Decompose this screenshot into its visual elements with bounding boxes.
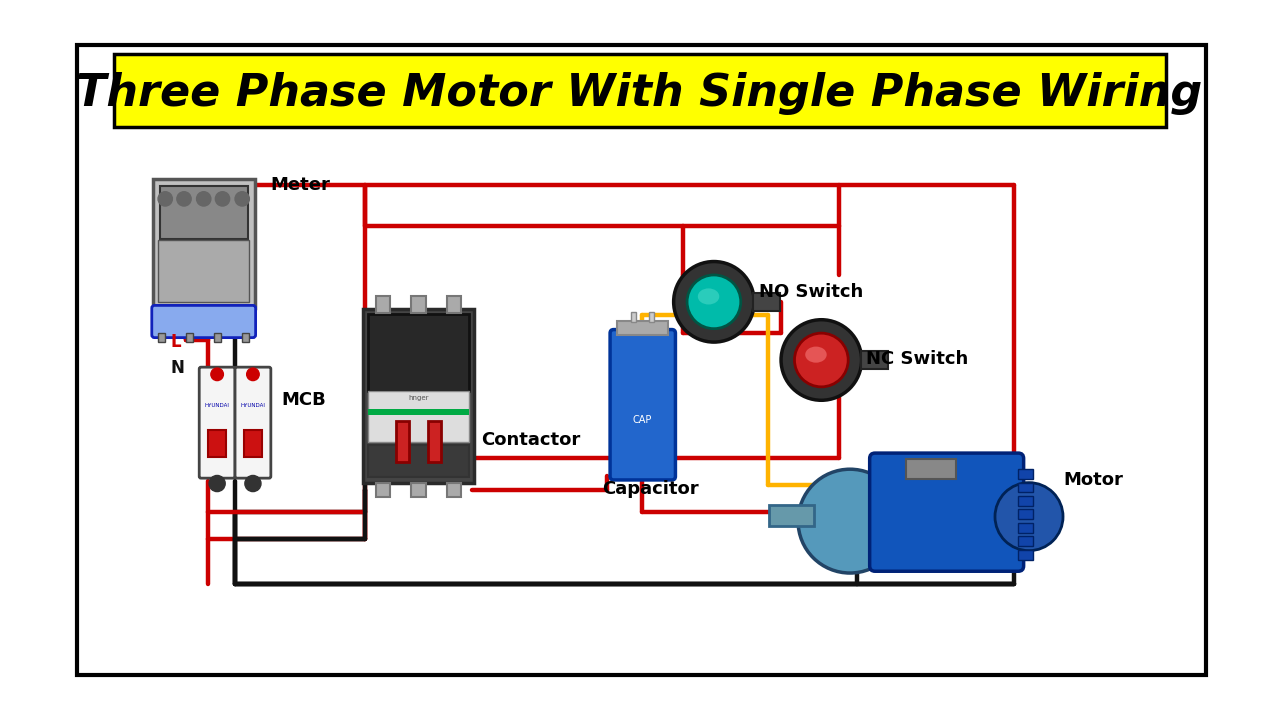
Text: HYUNDAI: HYUNDAI — [241, 402, 265, 408]
Bar — [369, 391, 468, 442]
Circle shape — [215, 192, 229, 206]
Bar — [1019, 536, 1033, 546]
Bar — [157, 240, 250, 302]
Bar — [369, 410, 468, 415]
Bar — [1019, 469, 1033, 479]
Bar — [375, 297, 390, 312]
Circle shape — [797, 469, 902, 573]
FancyBboxPatch shape — [152, 305, 256, 338]
Bar — [617, 320, 668, 335]
Bar — [447, 482, 462, 497]
Circle shape — [157, 192, 173, 206]
Text: NC Switch: NC Switch — [867, 351, 969, 369]
Circle shape — [687, 275, 741, 328]
Circle shape — [244, 475, 261, 492]
FancyBboxPatch shape — [611, 330, 676, 480]
Circle shape — [781, 320, 861, 400]
Circle shape — [795, 333, 849, 387]
Bar — [1019, 550, 1033, 559]
Bar — [369, 445, 468, 477]
FancyBboxPatch shape — [200, 367, 236, 478]
Circle shape — [177, 192, 191, 206]
Bar — [114, 54, 1166, 127]
Bar — [1019, 482, 1033, 492]
Bar — [411, 482, 426, 497]
Text: hnger: hnger — [408, 395, 429, 401]
Bar — [906, 459, 956, 479]
Circle shape — [673, 261, 754, 342]
Circle shape — [197, 192, 211, 206]
Bar — [369, 315, 468, 391]
Text: Motor: Motor — [1062, 472, 1123, 490]
Bar — [447, 297, 462, 312]
Text: Three Phase Motor With Single Phase Wiring: Three Phase Motor With Single Phase Wiri… — [77, 72, 1203, 114]
FancyBboxPatch shape — [152, 179, 255, 308]
Bar — [157, 333, 165, 342]
Bar — [860, 351, 887, 369]
Bar — [631, 312, 636, 323]
Bar — [160, 186, 247, 239]
Bar — [396, 421, 408, 462]
Circle shape — [211, 368, 224, 381]
Circle shape — [236, 192, 250, 206]
Bar — [1019, 496, 1033, 506]
Circle shape — [209, 475, 225, 492]
Bar — [1019, 510, 1033, 519]
Text: Meter: Meter — [271, 176, 330, 194]
Bar — [375, 482, 390, 497]
FancyBboxPatch shape — [869, 453, 1024, 571]
Text: N: N — [170, 359, 184, 377]
Text: HYUNDAI: HYUNDAI — [205, 402, 229, 408]
Text: MCB: MCB — [282, 391, 326, 409]
Bar — [411, 297, 426, 312]
Bar — [242, 333, 250, 342]
FancyBboxPatch shape — [236, 367, 271, 478]
Bar — [649, 312, 654, 323]
Bar — [1019, 523, 1033, 533]
Bar — [769, 505, 814, 526]
Circle shape — [247, 368, 259, 381]
Text: Capacitor: Capacitor — [602, 480, 699, 498]
Bar — [214, 333, 220, 342]
Bar — [209, 430, 227, 456]
Bar — [186, 333, 193, 342]
Ellipse shape — [805, 346, 827, 363]
Text: L: L — [170, 333, 182, 351]
Text: NO Switch: NO Switch — [759, 284, 863, 302]
Bar — [244, 430, 262, 456]
Circle shape — [995, 482, 1062, 551]
Bar — [429, 421, 440, 462]
FancyBboxPatch shape — [364, 309, 474, 482]
Ellipse shape — [698, 289, 719, 305]
Text: Contactor: Contactor — [481, 431, 580, 449]
Bar — [754, 293, 780, 311]
Text: CAP: CAP — [632, 415, 652, 425]
